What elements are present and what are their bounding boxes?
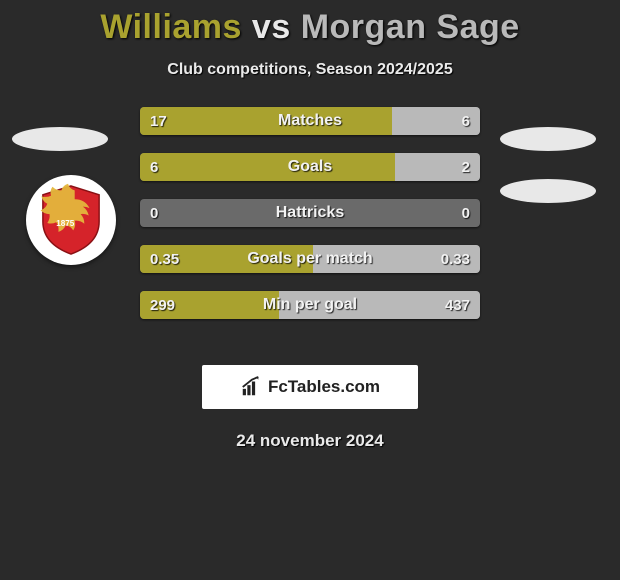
stat-bar-right <box>279 291 480 319</box>
stat-label: Hattricks <box>140 199 480 227</box>
decorative-ellipse <box>500 127 596 151</box>
stat-bar-left <box>140 107 392 135</box>
club-crest: 1875 <box>26 175 116 265</box>
stat-row: Matches176 <box>140 107 480 135</box>
stat-row: Hattricks0 0 <box>140 199 480 227</box>
stat-value-right: 0 <box>452 199 480 227</box>
stat-bar-right <box>313 245 480 273</box>
date-label: 24 november 2024 <box>0 431 620 451</box>
stat-row: Goals per match0.350.33 <box>140 245 480 273</box>
stat-row: Min per goal299437 <box>140 291 480 319</box>
crest-icon: 1875 <box>34 183 108 257</box>
stat-bar-left <box>140 153 395 181</box>
stat-value-left: 0 <box>140 199 168 227</box>
crest-year: 1875 <box>56 219 75 228</box>
brand-text: FcTables.com <box>268 377 380 397</box>
comparison-stage: 1875 Matches176 Goals62 Hattricks0 0 Goals p… <box>0 107 620 357</box>
comparison-title: Williams vs Morgan Sage <box>0 0 620 47</box>
stat-bar-left <box>140 291 279 319</box>
stat-bar-right <box>392 107 480 135</box>
stat-bar-right <box>395 153 480 181</box>
stat-bars: Matches176 Goals62 Hattricks0 0 Goals per ma… <box>140 107 480 337</box>
stat-row: Goals62 <box>140 153 480 181</box>
vs-label: vs <box>252 8 291 46</box>
decorative-ellipse <box>12 127 108 151</box>
brand-box: FcTables.com <box>202 365 418 409</box>
chart-icon <box>240 376 262 398</box>
player2-name: Morgan Sage <box>301 8 520 46</box>
subtitle: Club competitions, Season 2024/2025 <box>0 61 620 79</box>
player1-name: Williams <box>100 8 242 46</box>
decorative-ellipse <box>500 179 596 203</box>
stat-bar-left <box>140 245 313 273</box>
